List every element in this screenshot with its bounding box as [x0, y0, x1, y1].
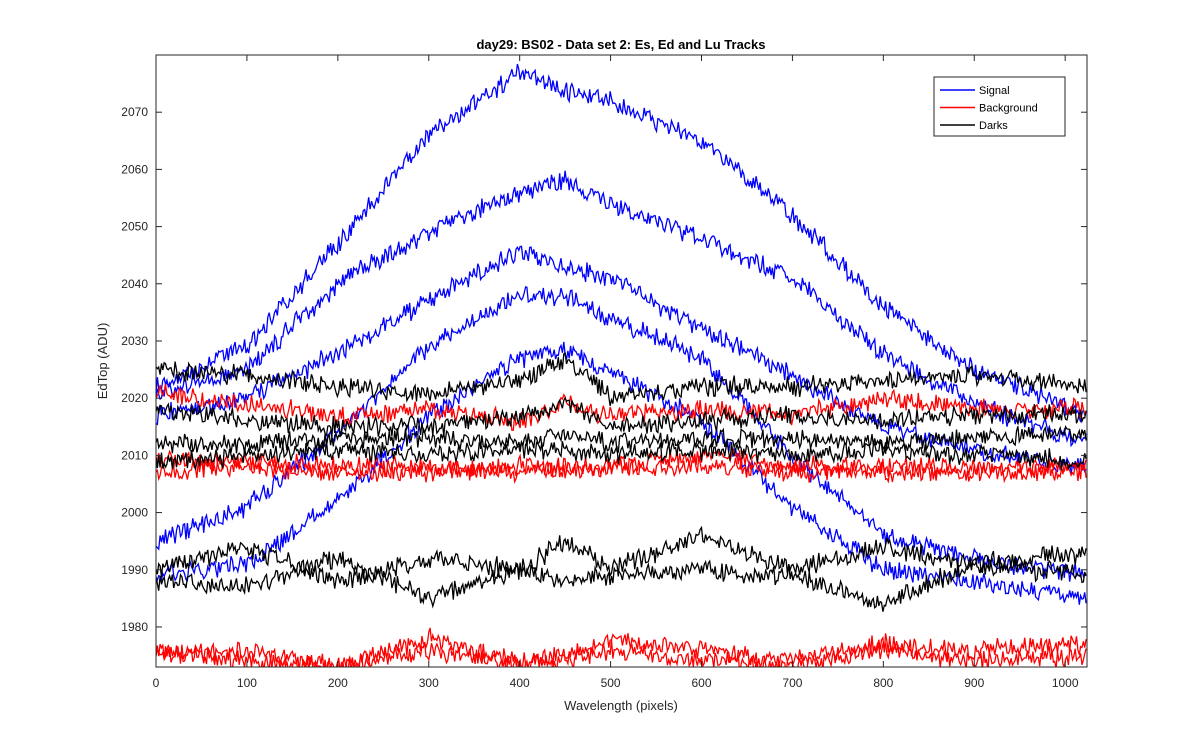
- y-tick-label: 2070: [121, 105, 148, 119]
- x-tick-label: 700: [782, 676, 802, 690]
- series-line-signal: [156, 63, 1087, 423]
- series-layer: [156, 63, 1087, 667]
- tick-layer: 0 100 200 300 400 500 600 700 800 900 1000 1980 1990…: [121, 55, 1087, 690]
- x-tick-label: 800: [873, 676, 893, 690]
- chart-title: day29: BS02 - Data set 2: Es, Ed and Lu …: [476, 37, 765, 52]
- y-tick-label: 2010: [121, 448, 148, 462]
- series-line-signal: [156, 245, 1087, 475]
- x-tick-label: 600: [691, 676, 711, 690]
- series-line-darks: [156, 396, 1087, 438]
- legend-box: [933, 76, 1066, 137]
- series-line-background: [156, 383, 1087, 431]
- y-tick-label: 2000: [121, 506, 148, 520]
- y-tick-label: 2060: [121, 162, 148, 176]
- legend: Signal Background Darks: [933, 76, 1066, 137]
- x-tick-label: 400: [510, 676, 530, 690]
- y-tick-label: 2020: [121, 391, 148, 405]
- legend-label-darks: Darks: [979, 120, 1008, 132]
- x-tick-label: 500: [601, 676, 621, 690]
- x-tick-label: 200: [328, 676, 348, 690]
- legend-label-background: Background: [979, 103, 1038, 115]
- x-axis-label: Wavelength (pixels): [564, 698, 678, 713]
- y-tick-label: 2040: [121, 277, 148, 291]
- y-tick-label: 1990: [121, 563, 148, 577]
- x-tick-label: 1000: [1052, 676, 1079, 690]
- series-line-darks: [156, 525, 1087, 589]
- series-line-darks: [156, 425, 1087, 455]
- series-line-signal: [156, 286, 1087, 582]
- y-tick-label: 2030: [121, 334, 148, 348]
- x-tick-label: 0: [153, 676, 160, 690]
- series-line-background: [156, 639, 1087, 667]
- y-tick-label: 2050: [121, 220, 148, 234]
- series-line-darks: [156, 439, 1087, 471]
- series-line-signal: [156, 170, 1087, 448]
- series-line-darks: [156, 551, 1087, 612]
- legend-label-signal: Signal: [979, 85, 1010, 97]
- x-tick-label: 100: [237, 676, 257, 690]
- plot-area-frame: [155, 54, 1088, 668]
- x-tick-label: 900: [964, 676, 984, 690]
- y-tick-label: 1980: [121, 620, 148, 634]
- series-line-darks: [156, 351, 1087, 406]
- y-axis-label: EdTop (ADU): [95, 323, 110, 400]
- series-line-signal: [156, 341, 1087, 605]
- x-tick-label: 300: [419, 676, 439, 690]
- series-line-background: [156, 453, 1087, 484]
